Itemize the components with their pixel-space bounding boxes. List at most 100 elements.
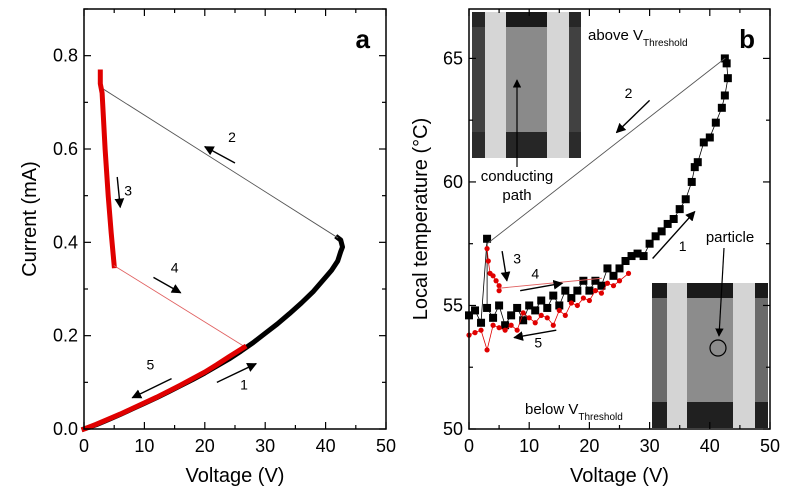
series-0-line [80, 234, 345, 433]
data-point [574, 302, 580, 309]
data-point [687, 177, 696, 186]
data-point [657, 227, 666, 236]
x-tick-label: 0 [79, 436, 89, 456]
y-tick-label: 65 [443, 48, 463, 68]
data-point [693, 158, 702, 167]
data-point [722, 59, 731, 68]
data-point [496, 288, 502, 294]
data-point [544, 315, 550, 321]
step-arrow-4 [153, 276, 182, 294]
data-point [555, 301, 564, 310]
x-tick-label: 50 [760, 436, 780, 456]
data-point [543, 303, 552, 312]
data-point [490, 322, 496, 328]
step-arrow-5 [513, 329, 557, 341]
data-point [561, 286, 570, 295]
data-point [508, 322, 514, 328]
data-point [586, 297, 593, 304]
data-point [669, 215, 678, 223]
x-axis-label: Voltage (V) [186, 465, 285, 487]
inset-image-below-threshold [652, 283, 768, 428]
particle-label: particle [706, 229, 754, 246]
data-point [592, 288, 599, 294]
data-point [537, 296, 546, 305]
data-point [625, 270, 632, 276]
data-point [514, 327, 520, 333]
above-threshold-label: above VThreshold [588, 27, 688, 49]
x-axis-label: Voltage (V) [570, 465, 669, 487]
step-label-2: 2 [625, 85, 633, 101]
data-point [639, 252, 648, 261]
series-1-line [486, 57, 726, 245]
data-point [621, 257, 630, 265]
data-point [520, 310, 526, 316]
data-point [633, 249, 642, 258]
below-threshold-label: below VThreshold [525, 401, 623, 423]
data-point [471, 306, 480, 315]
data-point [610, 283, 617, 289]
y-tick-label: 0.6 [53, 139, 78, 159]
data-point [538, 312, 544, 318]
data-point [627, 252, 636, 261]
data-point [699, 138, 708, 147]
data-point [604, 280, 611, 286]
step-label-3: 3 [124, 183, 132, 199]
series-1-line [101, 87, 339, 239]
y-axis-label: Current (mA) [19, 161, 41, 277]
data-point [477, 318, 486, 327]
data-point [585, 286, 594, 295]
series-3-line [498, 277, 602, 289]
step-arrow-3 [500, 251, 511, 282]
y-tick-label: 50 [443, 419, 463, 439]
step-arrow-1 [652, 210, 696, 259]
data-point [490, 273, 496, 279]
data-point [690, 163, 699, 172]
step-arrow-4 [520, 279, 564, 292]
data-point [485, 258, 491, 264]
data-point [532, 320, 538, 326]
data-point [609, 271, 618, 280]
x-tick-label: 40 [316, 436, 336, 456]
data-point [502, 327, 508, 333]
data-point [531, 306, 540, 315]
data-point [598, 290, 605, 296]
data-point [496, 283, 502, 289]
data-point [580, 295, 586, 301]
series-3-line [113, 265, 245, 348]
data-point [603, 264, 612, 273]
step-label-4: 4 [171, 260, 179, 276]
plot-frame [83, 8, 387, 430]
data-point [478, 327, 484, 333]
data-point [501, 321, 510, 330]
data-point [562, 312, 568, 318]
data-point [519, 316, 528, 325]
data-point [663, 219, 672, 228]
particle-arrow [715, 247, 725, 337]
step-label-1: 1 [679, 238, 687, 254]
y-tick-label: 55 [443, 295, 463, 315]
series-4-line [80, 343, 248, 433]
data-point [675, 205, 684, 214]
data-point [681, 195, 690, 204]
data-point [493, 278, 499, 284]
x-tick-label: 50 [376, 436, 396, 456]
data-point [579, 276, 588, 285]
y-tick-label: 0.8 [53, 46, 78, 66]
step-arrow-5 [131, 377, 172, 399]
data-point [568, 300, 574, 306]
y-axis-label: Local temperature (°C) [410, 118, 432, 321]
x-tick-label: 40 [700, 436, 720, 456]
data-point [526, 315, 532, 321]
data-point [651, 232, 660, 241]
chart-b: conducting path above VThreshold particl… [410, 8, 780, 487]
conducting-path-label-1: conducting [481, 168, 554, 185]
data-point [495, 301, 504, 310]
conducting-path-label-2: path [502, 187, 531, 204]
step-arrow-1 [216, 363, 258, 383]
inset-image-above-threshold [472, 12, 581, 158]
data-point [616, 278, 623, 284]
step-label-5: 5 [534, 334, 542, 350]
step-label-3: 3 [513, 250, 521, 266]
